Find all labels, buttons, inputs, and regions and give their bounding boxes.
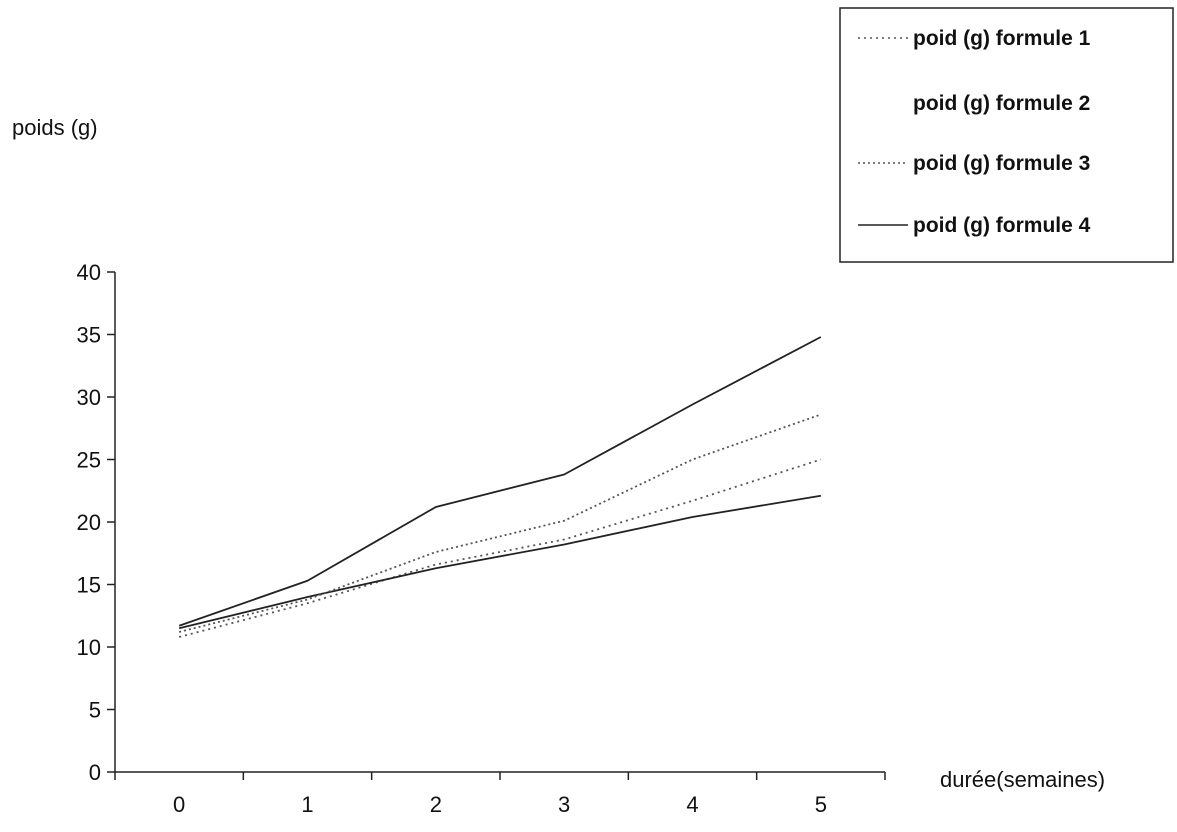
series-line-formule-3 xyxy=(178,413,822,633)
x-tick-label: 5 xyxy=(815,792,827,817)
y-tick-label: 25 xyxy=(77,448,101,473)
series-line-formule-2 xyxy=(178,494,821,630)
y-ticks: 0 5 10 15 20 25 30 35 40 xyxy=(77,260,115,785)
legend-label-formule-3: poid (g) formule 3 xyxy=(913,152,1090,175)
legend-label-formule-4: poid (g) formule 4 xyxy=(913,214,1091,237)
y-tick-label: 40 xyxy=(77,260,101,285)
legend-entries: poid (g) formule 1 poid (g) formule 2 poid… xyxy=(858,27,1091,237)
y-axis-title: poids (g) xyxy=(12,115,98,140)
x-axis-title: durée(semaines) xyxy=(940,767,1105,792)
legend-label-formule-2: poid (g) formule 2 xyxy=(913,92,1090,115)
legend: poid (g) formule 1 poid (g) formule 2 poid… xyxy=(839,7,1174,263)
y-tick-label: 30 xyxy=(77,385,101,410)
y-tick-label: 0 xyxy=(89,760,101,785)
y-tick-label: 35 xyxy=(77,323,101,348)
legend-box xyxy=(839,7,1174,263)
x-ticks: 0 1 2 3 4 5 xyxy=(114,772,886,817)
y-tick-label: 5 xyxy=(89,698,101,723)
x-tick-label: 1 xyxy=(301,792,313,817)
x-tick-label: 0 xyxy=(173,792,185,817)
series-line-formule-4 xyxy=(178,336,822,627)
y-tick-label: 20 xyxy=(77,510,101,535)
x-tick-label: 3 xyxy=(558,792,570,817)
legend-label-formule-1: poid (g) formule 1 xyxy=(913,27,1091,50)
y-tick-label: 15 xyxy=(77,573,101,598)
y-tick-label: 10 xyxy=(77,635,101,660)
x-tick-label: 2 xyxy=(430,792,442,817)
series-line-formule-1 xyxy=(178,458,822,638)
series-lines xyxy=(178,336,822,638)
axes xyxy=(114,272,885,773)
x-tick-label: 4 xyxy=(686,792,698,817)
